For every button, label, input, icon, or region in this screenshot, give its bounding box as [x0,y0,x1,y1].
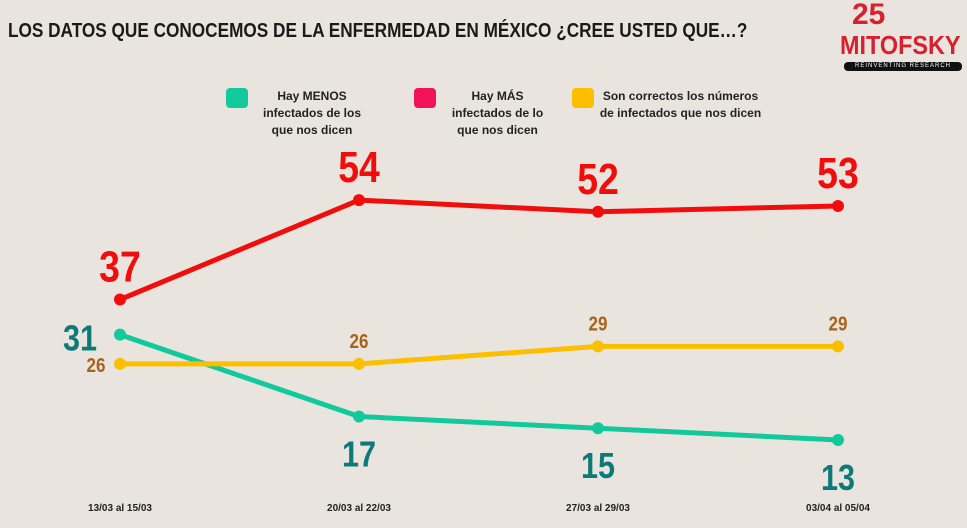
series-line-mas [119,197,839,302]
data-point-mas [592,205,604,218]
legend-label-correctos: Son correctos los números de infectados … [599,89,762,120]
x-tick-label: 27/03 al 29/03 [566,503,630,514]
data-label-mas: 53 [817,148,859,198]
legend-swatch-correctos [572,88,594,108]
legend-label-menos: Hay MENOS infectados de los que nos dice… [262,89,362,137]
logo-number: 25 [852,0,886,31]
data-label-menos: 31 [63,319,97,359]
data-point-menos [114,328,126,341]
data-label-mas: 37 [99,242,141,292]
data-label-menos: 13 [821,459,855,499]
data-label-mas: 52 [577,154,619,204]
mitofsky-logo: 25 MITOFSKY REINVENTING RESEARCH [838,0,966,76]
data-point-correctos [592,340,604,353]
x-tick-label: 13/03 al 15/03 [88,503,152,514]
legend-label-mas: Hay MÁS infectados de lo que nos dicen [451,89,544,137]
series-line-menos [119,332,839,443]
data-point-menos [832,433,844,446]
data-point-menos [592,422,604,435]
series-line-correctos [120,343,838,367]
legend-swatch-menos [226,88,248,108]
data-point-menos [353,410,365,423]
data-point-correctos [353,357,365,370]
x-tick-label: 20/03 al 22/03 [327,503,391,514]
data-label-correctos: 26 [87,354,106,377]
data-label-menos: 17 [342,435,376,475]
data-label-correctos: 29 [589,312,608,335]
x-tick-label: 03/04 al 05/04 [806,503,870,514]
data-point-correctos [114,357,126,370]
data-point-mas [832,199,844,212]
chart-title: LOS DATOS QUE CONOCEMOS DE LA ENFERMEDAD… [8,20,748,42]
data-point-correctos [832,340,844,353]
data-point-mas [114,293,126,306]
data-label-mas: 54 [338,142,380,192]
data-label-menos: 15 [581,447,615,487]
data-point-mas [353,194,365,207]
logo-brand: MITOFSKY [840,30,961,60]
logo-tagline: REINVENTING RESEARCH [844,62,962,71]
data-label-correctos: 26 [350,330,369,353]
legend-swatch-mas [414,88,436,108]
data-label-correctos: 29 [829,312,848,335]
